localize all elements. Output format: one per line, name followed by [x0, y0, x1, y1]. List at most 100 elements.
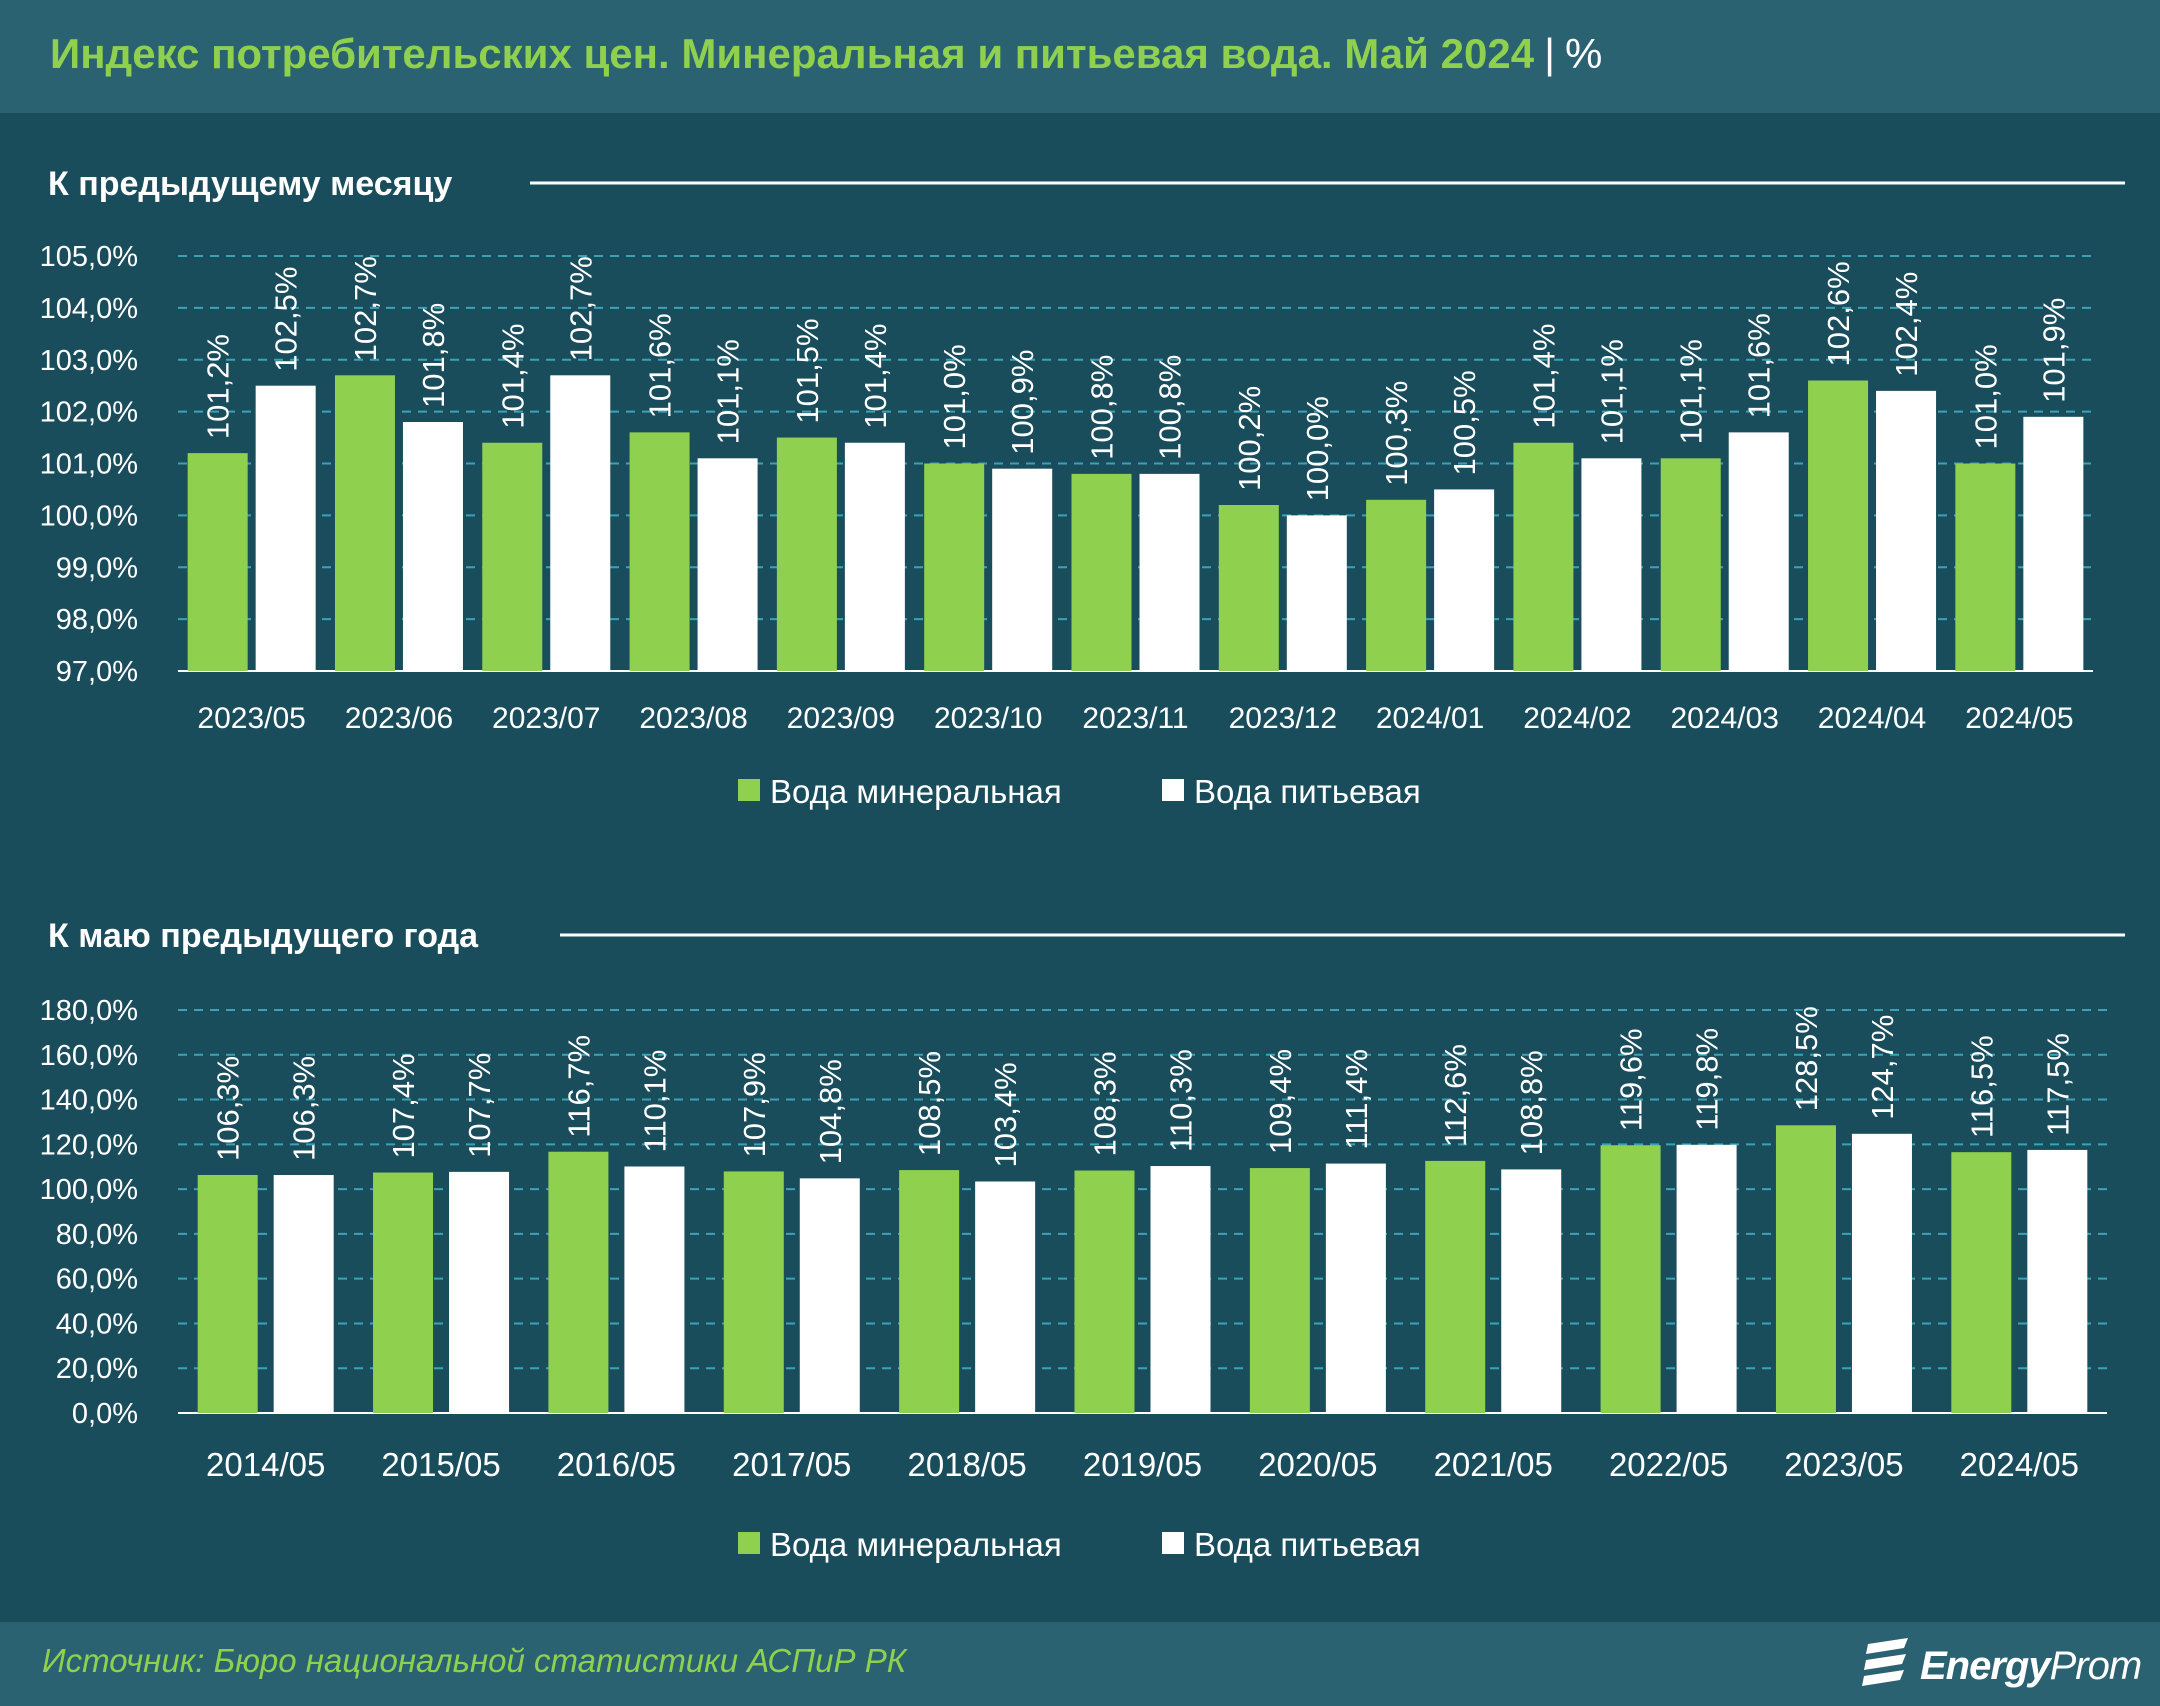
x-tick-label: 2018/05: [907, 1446, 1026, 1483]
y-tick-label: 140,0%: [40, 1085, 138, 1117]
bar-mineral: [1366, 499, 1427, 671]
data-label: 116,5%: [1964, 1035, 1999, 1138]
bar-mineral: [1218, 505, 1279, 671]
x-tick-label: 2023/05: [197, 702, 305, 735]
bar-drinking: [273, 1175, 334, 1413]
legend-swatch-drinking: [1162, 779, 1184, 801]
x-tick-label: 2017/05: [732, 1446, 851, 1483]
data-label: 111,4%: [1339, 1049, 1374, 1150]
bar-drinking: [799, 1178, 860, 1413]
bar-drinking: [697, 458, 758, 671]
data-label: 101,1%: [1594, 339, 1629, 444]
x-tick-label: 2021/05: [1434, 1446, 1553, 1483]
data-label: 109,4%: [1263, 1049, 1298, 1154]
x-tick-label: 2020/05: [1258, 1446, 1377, 1483]
legend-swatch-drinking: [1162, 1532, 1184, 1554]
x-tick-label: 2023/06: [345, 702, 453, 735]
title-unit: %: [1564, 30, 1603, 77]
bar-drinking: [1501, 1169, 1562, 1413]
bar-mineral: [1249, 1168, 1310, 1413]
bar-mineral: [899, 1170, 960, 1413]
data-label: 102,7%: [563, 256, 598, 361]
logo-text: EnergyProm: [1920, 1644, 2142, 1689]
y-tick-label: 0,0%: [72, 1398, 138, 1430]
data-label: 101,6%: [643, 313, 678, 418]
x-tick-label: 2015/05: [381, 1446, 500, 1483]
bar-mineral: [187, 453, 248, 671]
data-label: 100,3%: [1379, 381, 1414, 486]
bar-mineral: [1425, 1160, 1486, 1413]
y-tick-label: 100,0%: [40, 1174, 138, 1206]
chart-title: К маю предыдущего года: [48, 917, 479, 955]
bar-drinking: [1139, 473, 1200, 671]
x-tick-label: 2024/05: [1960, 1446, 2079, 1483]
bar-mineral: [197, 1175, 258, 1413]
x-tick-label: 2024/05: [1965, 702, 2073, 735]
bar-mineral: [1955, 463, 2016, 671]
y-tick-label: 120,0%: [40, 1129, 138, 1161]
y-tick-label: 40,0%: [56, 1308, 138, 1340]
bar-mineral: [1660, 458, 1721, 671]
bar-drinking: [1325, 1163, 1386, 1413]
data-label: 124,7%: [1865, 1015, 1900, 1120]
header-band: [0, 0, 2160, 113]
y-tick-label: 104,0%: [40, 293, 138, 325]
bar-mineral: [482, 442, 543, 671]
bar-mineral: [723, 1171, 784, 1413]
bar-drinking: [1581, 458, 1642, 671]
bar-drinking: [2027, 1149, 2088, 1413]
bar-mineral: [1074, 1170, 1135, 1413]
y-tick-label: 80,0%: [56, 1219, 138, 1251]
x-tick-label: 2016/05: [557, 1446, 676, 1483]
x-tick-label: 2023/11: [1082, 702, 1188, 735]
energyprom-logo: EnergyProm: [1860, 1634, 2142, 1694]
page-title: Индекс потребительских цен. Минеральная …: [50, 30, 1602, 78]
data-label: 108,8%: [1514, 1050, 1549, 1155]
data-label: 106,3%: [287, 1056, 322, 1161]
data-label: 110,3%: [1164, 1049, 1199, 1152]
legend-swatch-mineral: [738, 1532, 760, 1554]
data-label: 107,9%: [737, 1052, 772, 1157]
x-tick-label: 2014/05: [206, 1446, 325, 1483]
data-label: 116,7%: [561, 1035, 596, 1138]
y-tick-label: 97,0%: [56, 656, 138, 688]
bar-drinking: [1434, 489, 1495, 671]
bar-mineral: [373, 1172, 434, 1413]
data-label: 101,2%: [201, 334, 236, 439]
bar-drinking: [550, 375, 611, 671]
data-label: 102,4%: [1889, 272, 1924, 377]
bar-drinking: [975, 1181, 1036, 1413]
data-label: 101,1%: [1674, 339, 1709, 444]
bar-mineral: [548, 1151, 609, 1413]
legend-swatch-mineral: [738, 779, 760, 801]
bar-drinking: [449, 1171, 510, 1413]
bar-drinking: [1676, 1144, 1737, 1413]
data-label: 119,6%: [1614, 1028, 1649, 1131]
x-tick-label: 2022/05: [1609, 1446, 1728, 1483]
logo-mark-icon: [1862, 1638, 1908, 1686]
data-label: 101,5%: [790, 318, 825, 423]
legend-label: Вода питьевая: [1194, 773, 1421, 810]
bar-mineral: [924, 463, 985, 671]
y-tick-label: 100,0%: [40, 500, 138, 532]
legend-label: Вода питьевая: [1194, 1526, 1421, 1563]
charts-canvas: К предыдущему месяцу 97,0% 98,0% 99,0% 100,0…: [40, 165, 2125, 1563]
bar-mineral: [776, 437, 837, 671]
x-tick-label: 2019/05: [1083, 1446, 1202, 1483]
data-label: 100,8%: [1153, 355, 1188, 460]
x-tick-label: 2023/07: [492, 702, 600, 735]
data-label: 128,5%: [1789, 1006, 1824, 1111]
bar-mineral: [1775, 1125, 1836, 1413]
bar-drinking: [1150, 1166, 1211, 1413]
x-tick-label: 2023/05: [1784, 1446, 1903, 1483]
data-label: 102,6%: [1821, 261, 1856, 366]
data-label: 101,6%: [1742, 313, 1777, 418]
data-label: 101,0%: [1968, 344, 2003, 449]
y-tick-label: 20,0%: [56, 1353, 138, 1385]
data-label: 101,4%: [1526, 324, 1561, 429]
x-tick-label: 2024/01: [1376, 702, 1484, 735]
x-tick-label: 2024/03: [1671, 702, 1779, 735]
bar-drinking: [1851, 1133, 1912, 1413]
title-separator: |: [1544, 30, 1555, 77]
data-label: 101,4%: [858, 324, 893, 429]
